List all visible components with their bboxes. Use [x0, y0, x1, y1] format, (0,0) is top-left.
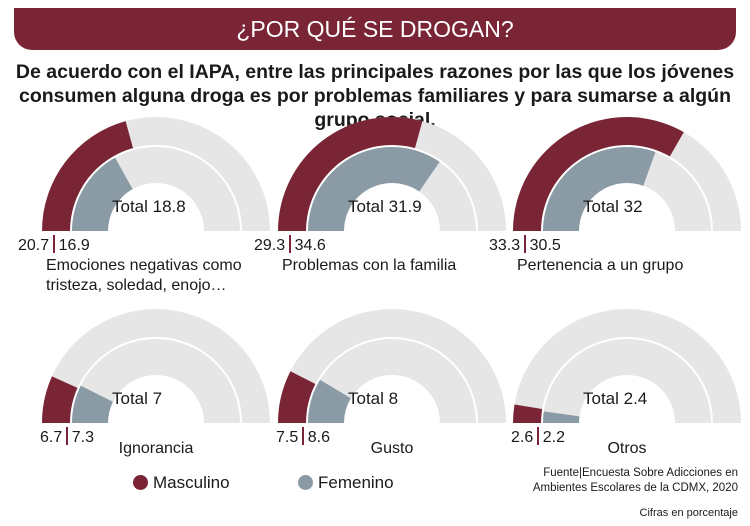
bar-femenino — [308, 379, 351, 423]
bar-masculino — [42, 376, 78, 423]
inner-track — [72, 339, 240, 423]
total-label: Total 8 — [348, 389, 399, 408]
value-femenino: 8.6 — [307, 429, 330, 446]
separator — [524, 235, 526, 253]
subtitle: De acuerdo con el IAPA, entre las princi… — [15, 61, 735, 131]
bar-masculino — [278, 371, 316, 423]
bar-masculino — [513, 404, 543, 423]
inner-track — [308, 339, 476, 423]
total-label: Total 31.9 — [348, 197, 422, 216]
category-label: Gusto — [370, 440, 414, 457]
values-label: 20.7 16.9 — [18, 235, 90, 255]
separator — [53, 235, 55, 253]
bar-masculino — [42, 121, 134, 231]
outer-track — [513, 309, 741, 423]
title-banner: ¿POR QUÉ SE DROGAN? — [14, 8, 736, 50]
separator — [66, 427, 68, 445]
total-label: Total 2.4 — [583, 389, 648, 408]
value-femenino: 7.3 — [71, 429, 94, 446]
values-label: 29.3 34.6 — [254, 235, 326, 255]
category-label: Otros — [607, 440, 647, 457]
separator — [302, 427, 304, 445]
values-label: 2.6 2.2 — [511, 427, 565, 447]
source-line2: Ambientes Escolares de la CDMX, 2020 — [532, 482, 738, 494]
inner-track — [543, 339, 711, 423]
values-label: 7.5 8.6 — [276, 427, 330, 447]
outer-track — [278, 309, 506, 423]
bar-femenino — [308, 146, 440, 231]
value-femenino: 2.2 — [542, 429, 565, 446]
bar-femenino — [543, 146, 656, 231]
category-label: Problemas con la familia — [282, 257, 457, 274]
bar-femenino — [72, 385, 113, 423]
category-label: Ignorancia — [118, 440, 194, 457]
bar-femenino — [72, 157, 133, 231]
legend-masculino: Masculino — [153, 473, 230, 492]
value-femenino: 34.6 — [294, 237, 326, 254]
value-masculino: 7.5 — [276, 429, 299, 446]
value-masculino: 29.3 — [254, 237, 286, 254]
values-label: 33.3 30.5 — [489, 235, 561, 255]
legend-masculino-swatch — [133, 475, 148, 490]
category-label: Pertenencia a un grupo — [517, 257, 684, 274]
total-label: Total 18.8 — [112, 197, 186, 216]
legend-femenino-swatch — [298, 475, 313, 490]
value-masculino: 2.6 — [511, 429, 534, 446]
bar-femenino — [543, 411, 580, 423]
values-label: 6.7 7.3 — [40, 427, 94, 447]
value-femenino: 16.9 — [58, 237, 90, 254]
separator — [289, 235, 291, 253]
value-masculino: 33.3 — [489, 237, 521, 254]
bar-masculino — [513, 116, 684, 231]
outer-track — [42, 309, 270, 423]
source: Fuente|Encuesta Sobre Adicciones en Ambie… — [533, 466, 738, 496]
value-femenino: 30.5 — [529, 237, 561, 254]
category-label: Emociones negativas como tristeza, soled… — [46, 257, 242, 294]
total-label: Total 32 — [583, 197, 643, 216]
title: ¿POR QUÉ SE DROGAN? — [236, 15, 514, 42]
note: Cifras en porcentaje — [639, 507, 738, 519]
source-line1: Fuente|Encuesta Sobre Adicciones en — [543, 467, 738, 479]
value-masculino: 6.7 — [40, 429, 63, 446]
separator — [537, 427, 539, 445]
bar-masculino — [278, 117, 423, 231]
value-masculino: 20.7 — [18, 237, 50, 254]
legend-femenino: Femenino — [318, 473, 394, 492]
total-label: Total 7 — [112, 389, 163, 408]
